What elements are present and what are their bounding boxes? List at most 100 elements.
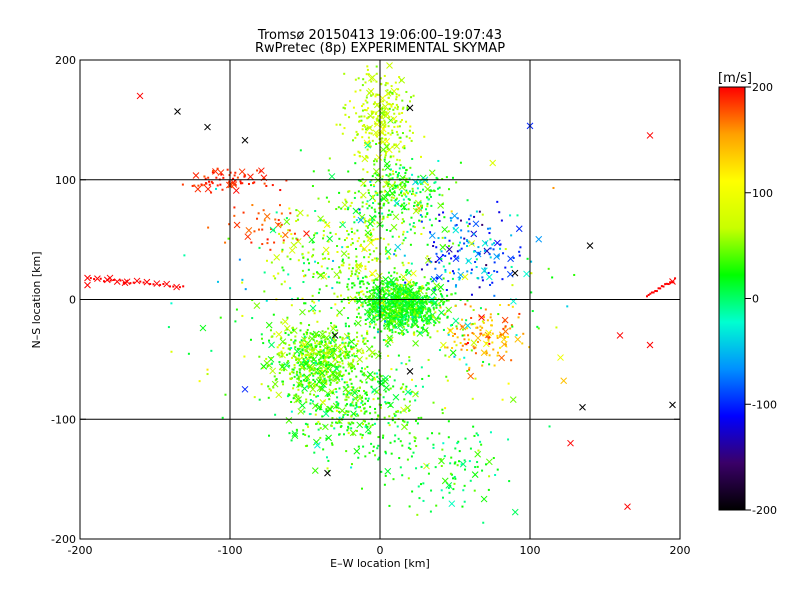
data-point <box>481 279 484 282</box>
data-point <box>293 363 296 366</box>
data-point <box>191 184 194 187</box>
data-point <box>429 510 432 513</box>
data-point <box>410 326 413 329</box>
data-point <box>403 293 406 296</box>
data-point <box>379 237 382 240</box>
data-point <box>381 107 384 110</box>
data-point <box>323 219 326 222</box>
data-point <box>270 335 273 338</box>
data-point <box>381 115 384 118</box>
data-point <box>320 367 323 370</box>
data-point <box>496 334 499 337</box>
data-point <box>442 277 445 280</box>
data-point <box>435 504 438 507</box>
data-point <box>426 322 429 325</box>
data-point <box>381 168 384 171</box>
data-point <box>325 370 328 373</box>
data-point <box>169 285 171 288</box>
data-point <box>330 378 333 381</box>
data-point <box>483 333 486 336</box>
data-point <box>316 353 319 356</box>
data-point-cross <box>509 396 517 403</box>
data-point <box>392 283 395 286</box>
data-point <box>282 347 285 350</box>
data-point <box>411 301 414 304</box>
data-point <box>416 294 419 297</box>
data-point <box>350 386 353 389</box>
data-point <box>378 369 381 372</box>
data-point <box>392 318 395 321</box>
data-point <box>239 180 242 183</box>
data-point-cross <box>386 334 393 342</box>
data-point <box>336 314 339 317</box>
data-point <box>507 438 510 441</box>
data-point <box>211 171 214 174</box>
data-point <box>383 111 386 114</box>
data-point <box>427 198 430 201</box>
data-point <box>401 211 404 214</box>
data-point <box>383 202 386 205</box>
data-point <box>295 220 298 223</box>
data-point <box>438 219 441 222</box>
data-point <box>109 279 112 282</box>
data-point <box>344 352 347 355</box>
data-point <box>371 379 374 382</box>
data-point-cross <box>153 280 161 287</box>
data-point <box>391 177 394 180</box>
data-point <box>394 310 397 313</box>
data-point <box>453 340 456 343</box>
data-point <box>432 287 435 290</box>
data-point <box>399 136 402 139</box>
data-point <box>364 108 367 111</box>
data-point-cross <box>366 124 374 132</box>
data-point <box>363 374 366 377</box>
data-point <box>359 286 362 289</box>
data-point <box>464 342 467 345</box>
data-point <box>388 301 391 304</box>
data-point <box>310 372 313 375</box>
data-point <box>257 212 260 215</box>
data-point <box>337 354 340 357</box>
data-point <box>325 379 328 382</box>
data-point <box>316 372 319 375</box>
data-point <box>471 323 474 326</box>
data-point <box>263 182 266 185</box>
data-point <box>122 281 125 284</box>
y-tick-label: 200 <box>55 54 76 67</box>
data-point <box>433 320 436 323</box>
data-point <box>380 290 383 293</box>
data-point <box>315 395 318 398</box>
data-point <box>313 331 316 334</box>
data-point <box>394 278 397 281</box>
data-point <box>449 462 452 465</box>
data-point <box>355 247 358 250</box>
data-point <box>447 280 450 283</box>
data-point <box>400 190 403 193</box>
data-point <box>499 243 502 246</box>
data-point <box>382 185 385 188</box>
data-point <box>460 463 463 466</box>
data-point <box>369 180 372 183</box>
data-point <box>426 334 429 337</box>
data-point <box>374 190 377 193</box>
data-point <box>333 370 336 373</box>
data-point <box>499 247 502 250</box>
data-point <box>415 303 418 306</box>
data-point <box>396 125 399 128</box>
data-point <box>350 466 353 469</box>
x-tick-label: 0 <box>377 544 384 557</box>
data-point <box>317 262 320 265</box>
data-point <box>404 318 407 321</box>
data-point <box>465 239 468 242</box>
data-point <box>363 217 366 220</box>
data-point <box>301 383 304 386</box>
data-point <box>447 333 450 336</box>
data-point <box>387 325 390 328</box>
x-axis-label: E–W location [km] <box>330 557 430 570</box>
data-point <box>279 368 282 371</box>
data-point-cross <box>241 136 249 144</box>
data-point <box>305 401 308 404</box>
data-point <box>566 305 569 308</box>
data-point <box>328 363 331 366</box>
data-point <box>393 271 396 274</box>
